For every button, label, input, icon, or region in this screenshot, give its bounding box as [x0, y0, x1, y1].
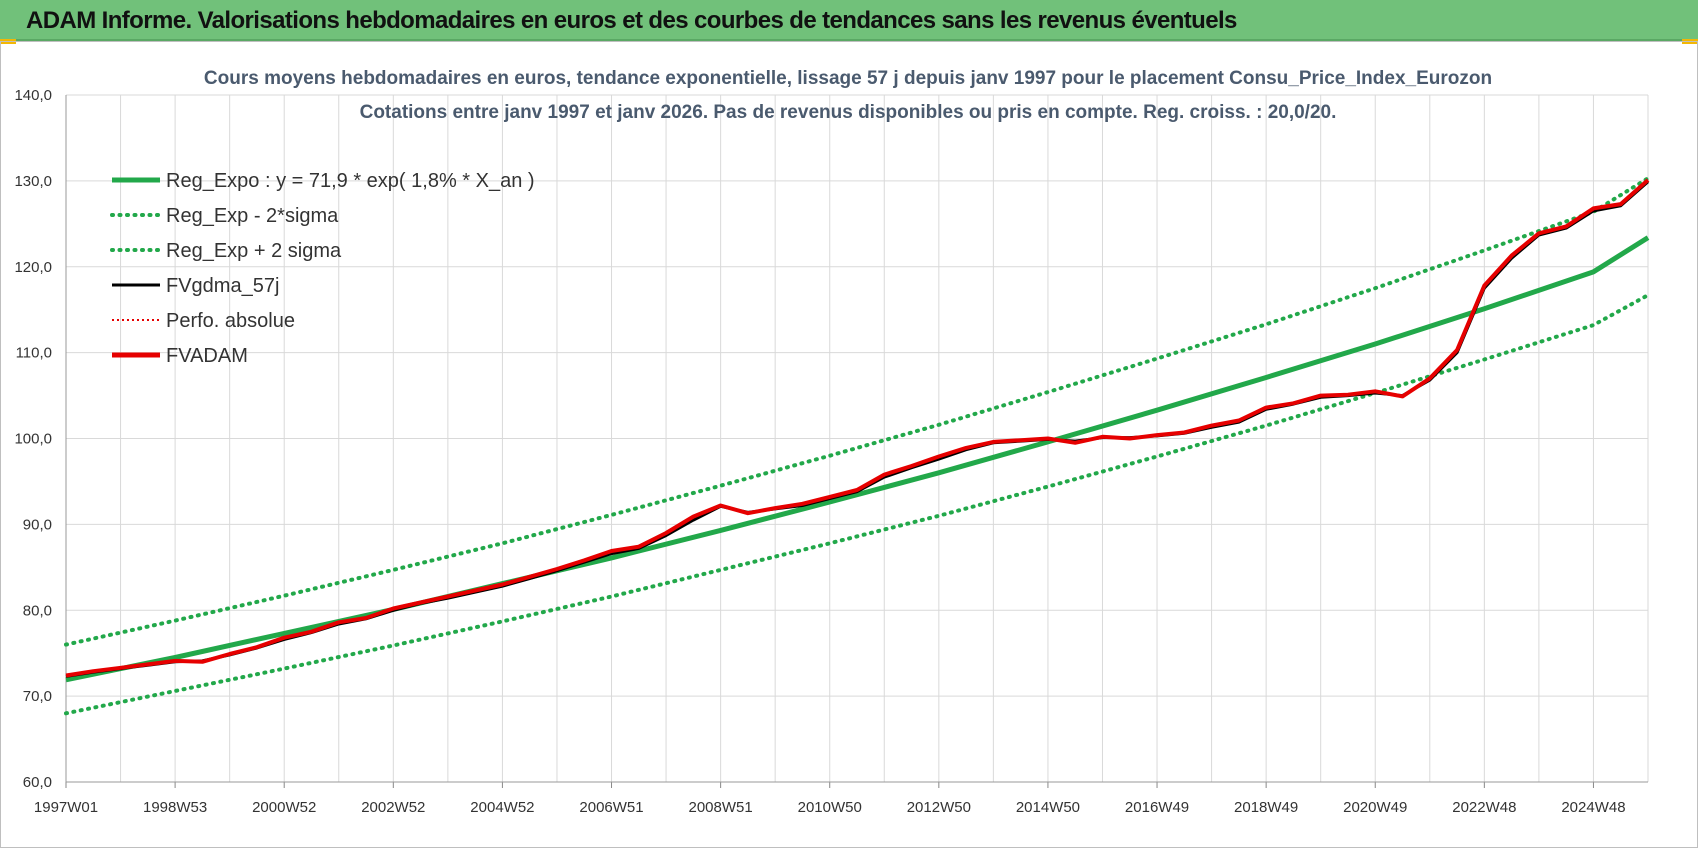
x-tick-label: 2006W51 — [579, 799, 643, 816]
x-tick-label: 2020W49 — [1343, 799, 1407, 816]
page-title: ADAM Informe. Valorisations hebdomadaire… — [26, 7, 1237, 34]
x-tick-label: 2014W50 — [1016, 799, 1080, 816]
chart-title-line-2: Cotations entre janv 1997 et janv 2026. … — [360, 102, 1337, 123]
x-tick-label: 2008W51 — [689, 799, 753, 816]
x-tick-label: 2024W48 — [1561, 799, 1625, 816]
y-tick-label: 90,0 — [23, 516, 52, 533]
legend-label: FVADAM — [166, 345, 248, 367]
series-fvadam-line — [65, 178, 1650, 678]
y-tick-label: 110,0 — [16, 345, 52, 362]
x-tick-label: 2012W50 — [907, 799, 971, 816]
x-tick-label: 1997W01 — [34, 799, 98, 816]
y-tick-label: 120,0 — [14, 259, 52, 276]
y-tick-label: 70,0 — [23, 688, 52, 705]
series-reg-exp-2-sigma-line — [64, 176, 1650, 647]
axes: 60,0 70,0 80,0 90,0 100,0 110,0 120,0 130,0 140,… — [14, 87, 1648, 816]
chart-title-group: Cours moyens hebdomadaires en euros, ten… — [204, 68, 1492, 123]
x-tick-label: 1998W53 — [143, 799, 207, 816]
y-tick-label: 100,0 — [14, 431, 52, 448]
x-tick-label: 2016W49 — [1125, 799, 1189, 816]
series-reg-expo-y-71-9-exp-1-8-x-an-line — [65, 235, 1650, 683]
legend-label: FVgdma_57j — [166, 275, 279, 297]
x-tick-label: 2000W52 — [252, 799, 316, 816]
header-banner: ADAM Informe. Valorisations hebdomadaire… — [0, 0, 1698, 41]
legend: Reg_Expo : y = 71,9 * exp( 1,8% * X_an )… — [110, 170, 535, 367]
y-tick-label: 140,0 — [14, 87, 52, 104]
series-reg-exp-2-sigma-line — [64, 293, 1650, 716]
legend-label: Reg_Expo : y = 71,9 * exp( 1,8% * X_an ) — [166, 170, 535, 192]
y-tick-label: 130,0 — [14, 173, 52, 190]
y-tick-label: 60,0 — [23, 774, 52, 791]
x-tick-label: 2004W52 — [470, 799, 534, 816]
series-group — [64, 176, 1650, 716]
x-tick-label: 2022W48 — [1452, 799, 1516, 816]
legend-label: Reg_Exp + 2 sigma — [166, 240, 342, 262]
chart-title-line-1: Cours moyens hebdomadaires en euros, ten… — [204, 68, 1492, 89]
y-tick-label: 80,0 — [23, 602, 52, 619]
x-tick-label: 2010W50 — [798, 799, 862, 816]
legend-label: Reg_Exp - 2*sigma — [166, 205, 339, 227]
gridlines — [65, 94, 1649, 783]
x-tick-label: 2018W49 — [1234, 799, 1298, 816]
legend-label: Perfo. absolue — [166, 310, 295, 332]
x-tick-label: 2002W52 — [361, 799, 425, 816]
